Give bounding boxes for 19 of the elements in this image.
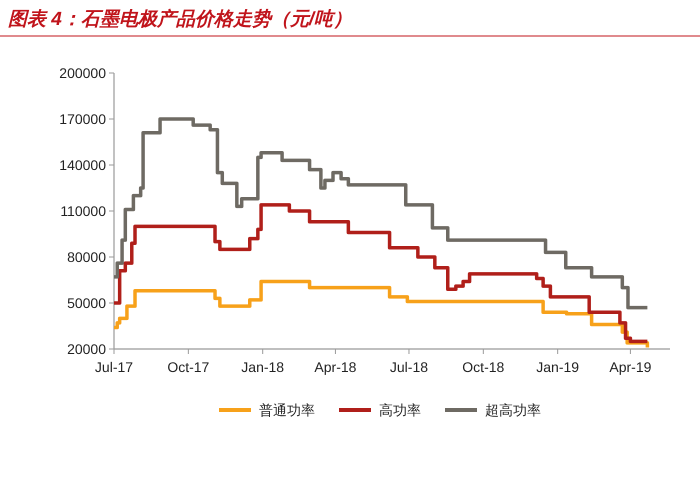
legend-label: 高功率	[379, 402, 421, 418]
y-tick-label: 140000	[59, 157, 106, 173]
legend-label: 普通功率	[259, 402, 315, 418]
y-tick-label: 50000	[67, 295, 106, 311]
x-tick-label: Jan-19	[536, 359, 580, 375]
x-tick-label: Oct-17	[167, 359, 210, 375]
x-tick-label: Apr-18	[314, 359, 357, 375]
chart-title: 图表 4：石墨电极产品价格走势（元/吨）	[8, 8, 352, 30]
y-tick-label: 20000	[67, 341, 106, 357]
x-tick-label: Jul-17	[94, 359, 134, 375]
x-tick-label: Apr-19	[609, 359, 652, 375]
x-tick-label: Jul-18	[390, 359, 428, 375]
y-tick-label: 170000	[59, 111, 106, 127]
y-tick-label: 80000	[67, 249, 106, 265]
x-tick-label: Oct-18	[462, 359, 505, 375]
y-tick-label: 110000	[60, 203, 106, 219]
x-tick-label: Jan-18	[241, 359, 284, 375]
y-tick-label: 200000	[59, 65, 106, 81]
legend-label: 超高功率	[485, 402, 541, 418]
